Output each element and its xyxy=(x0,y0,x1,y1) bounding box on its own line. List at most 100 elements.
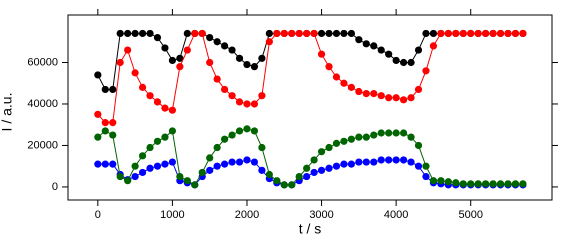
data-point xyxy=(124,29,132,38)
data-point xyxy=(310,156,318,164)
data-point xyxy=(317,50,326,58)
plot-frame xyxy=(67,14,553,201)
data-point xyxy=(235,98,244,106)
data-point xyxy=(407,158,415,166)
data-point xyxy=(519,29,527,38)
data-point xyxy=(206,154,214,162)
data-point xyxy=(303,29,311,38)
y-tick-label: 40000 xyxy=(27,98,58,110)
data-point xyxy=(347,160,355,168)
data-point xyxy=(116,172,124,181)
data-point xyxy=(370,158,378,166)
series-line xyxy=(97,128,523,186)
data-point xyxy=(385,50,393,58)
data-point xyxy=(250,127,259,135)
data-point xyxy=(467,29,475,38)
data-point xyxy=(325,164,333,172)
data-point xyxy=(474,29,482,38)
data-point xyxy=(176,172,184,181)
data-point xyxy=(377,156,385,164)
data-point xyxy=(101,119,109,127)
data-point xyxy=(288,29,296,38)
data-point xyxy=(377,46,385,54)
data-point xyxy=(161,104,169,112)
data-point xyxy=(385,94,393,102)
data-point xyxy=(198,29,206,38)
data-point xyxy=(161,160,169,168)
data-point xyxy=(422,162,430,170)
data-point xyxy=(258,54,266,62)
data-point xyxy=(437,177,445,185)
data-point xyxy=(94,133,102,141)
data-point xyxy=(422,67,430,75)
data-point xyxy=(183,177,191,185)
data-point xyxy=(235,127,244,135)
x-tick-label: 0 xyxy=(95,209,101,221)
data-point xyxy=(228,158,236,166)
data-point xyxy=(511,29,520,38)
data-point xyxy=(489,180,497,188)
data-point xyxy=(496,180,505,188)
data-point xyxy=(332,162,341,170)
data-point xyxy=(459,180,467,188)
data-point xyxy=(422,172,430,181)
data-point xyxy=(347,83,355,91)
data-point xyxy=(124,46,132,54)
data-point xyxy=(213,38,221,46)
y-tick-label: 0 xyxy=(52,181,58,193)
data-point xyxy=(325,29,333,38)
data-point xyxy=(101,127,109,135)
data-point xyxy=(504,180,512,188)
data-point xyxy=(489,29,497,38)
data-point xyxy=(392,129,400,137)
data-point xyxy=(303,172,311,181)
data-point xyxy=(243,100,251,108)
data-point xyxy=(146,92,154,100)
data-point xyxy=(243,156,251,164)
data-point xyxy=(317,166,326,174)
data-point xyxy=(138,152,147,160)
data-point xyxy=(385,129,393,137)
data-point xyxy=(176,63,184,71)
data-point xyxy=(310,29,318,38)
data-point xyxy=(280,181,288,189)
data-point xyxy=(340,137,348,145)
data-point xyxy=(109,131,117,139)
data-point xyxy=(258,143,266,152)
data-point xyxy=(228,46,236,54)
data-point xyxy=(243,60,251,69)
data-point xyxy=(370,131,378,139)
data-point xyxy=(303,164,311,172)
data-point xyxy=(452,179,460,187)
data-point xyxy=(168,106,177,114)
data-point xyxy=(407,133,415,141)
data-point xyxy=(250,63,259,71)
data-point xyxy=(265,170,273,179)
data-point xyxy=(407,94,415,102)
data-point xyxy=(340,29,348,38)
y-tick-label: 20000 xyxy=(27,139,58,151)
data-point xyxy=(392,156,400,164)
data-point xyxy=(206,34,214,42)
data-point xyxy=(511,180,520,188)
data-point xyxy=(168,158,177,166)
data-point xyxy=(347,29,355,38)
x-tick-label: 3000 xyxy=(309,209,333,221)
data-point xyxy=(213,162,221,170)
data-point xyxy=(138,83,147,91)
data-point xyxy=(355,133,363,141)
data-point xyxy=(332,139,341,147)
data-point xyxy=(414,85,423,94)
data-point xyxy=(355,36,363,44)
data-point xyxy=(153,34,162,42)
data-point xyxy=(265,29,273,38)
data-point xyxy=(399,58,408,67)
data-point xyxy=(161,133,169,141)
data-point xyxy=(288,181,296,189)
series-line xyxy=(97,159,523,186)
data-point xyxy=(235,54,244,62)
data-point xyxy=(213,75,221,83)
y-axis-title: I / a.u. xyxy=(0,93,15,132)
